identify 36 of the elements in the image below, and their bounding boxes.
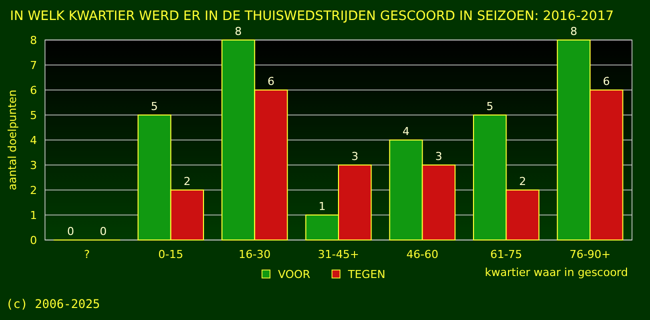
y-tick-label: 4: [30, 134, 37, 147]
data-label: 0: [100, 225, 107, 238]
data-label: 6: [602, 75, 610, 88]
y-tick-label: 5: [30, 109, 37, 122]
x-tick-label: 61-75: [490, 248, 522, 261]
data-label: 5: [150, 100, 158, 113]
y-tick-label: 6: [30, 84, 37, 97]
x-axis-title: kwartier waar in gescoord: [484, 266, 628, 279]
x-tick-label: 76-90+: [569, 248, 611, 261]
legend-label: VOOR: [278, 268, 311, 281]
y-tick-label: 3: [30, 159, 37, 172]
y-tick-label: 7: [30, 59, 37, 72]
y-tick-label: 8: [30, 34, 37, 47]
y-tick-label: 1: [30, 209, 37, 222]
data-label: 5: [486, 100, 494, 113]
chart-title: IN WELK KWARTIER WERD ER IN DE THUISWEDSTRIJDEN GESCOORD IN SEIZOEN: 2016-2017: [10, 9, 614, 24]
data-label: 2: [184, 175, 191, 188]
y-tick-label: 2: [30, 184, 37, 197]
y-axis-title: aantal doelpunten: [6, 90, 19, 190]
data-label: 2: [519, 175, 526, 188]
data-label: 3: [435, 150, 442, 163]
data-label: 3: [351, 150, 358, 163]
data-label: 8: [570, 25, 578, 38]
y-tick-label: 0: [30, 234, 37, 247]
text: (c) 2006-2025: [6, 297, 100, 311]
data-label: 1: [318, 200, 326, 213]
data-label: 4: [402, 125, 410, 138]
data-label: 6: [267, 75, 274, 88]
x-tick-label: 16-30: [238, 248, 271, 261]
data-label: 0: [67, 225, 74, 238]
x-tick-label: 0-15: [158, 248, 184, 261]
x-tick-label: 46-60: [406, 248, 438, 261]
legend-label: TEGEN: [347, 268, 386, 281]
x-tick-label: 31-45+: [318, 248, 360, 261]
x-tick-label: ?: [84, 248, 90, 261]
data-label: 8: [234, 25, 242, 38]
